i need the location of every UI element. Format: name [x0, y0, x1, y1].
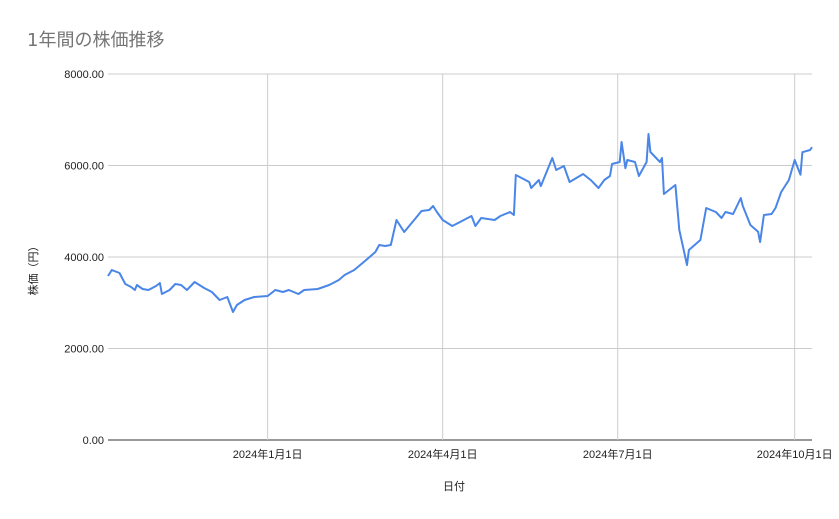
x-tick-label: 2024年10月1日 [757, 447, 833, 461]
y-axis-label: 株価（円） [26, 241, 40, 296]
y-tick-label: 2000.00 [64, 344, 104, 356]
x-axis-label: 日付 [443, 480, 465, 493]
y-axis-ticks: 0.00 2000.00 4000.00 6000.00 8000.00 [64, 69, 104, 447]
y-tick-label: 6000.00 [64, 161, 104, 173]
y-tick-label: 0.00 [83, 435, 104, 447]
y-tick-label: 8000.00 [64, 69, 104, 81]
x-tick-label: 2024年7月1日 [583, 447, 653, 461]
series-line [107, 133, 813, 313]
grid [108, 73, 812, 441]
y-tick-label: 4000.00 [64, 252, 104, 264]
x-tick-label: 2024年4月1日 [408, 447, 478, 461]
x-tick-label: 2024年1月1日 [233, 447, 303, 461]
x-axis-ticks: 2024年1月1日 2024年4月1日 2024年7月1日 2024年10月1日 [233, 447, 833, 461]
chart-title: 1年間の株価推移 [27, 30, 164, 51]
